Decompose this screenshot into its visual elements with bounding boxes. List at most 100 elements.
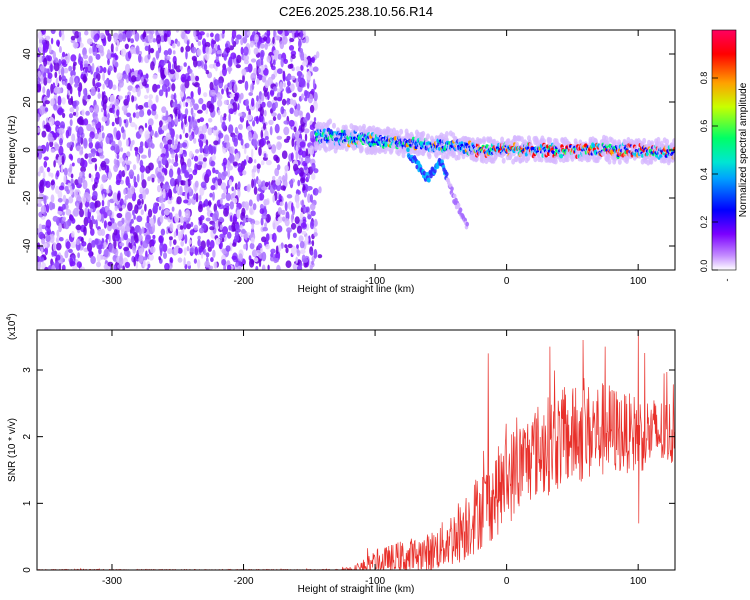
spectrogram-noise-mark: [197, 235, 201, 240]
spectrogram-noise-mark: [138, 254, 144, 264]
spectrogram-noise-mark: [309, 265, 313, 270]
spectrogram-noise-mark: [37, 171, 41, 177]
spectrogram-noise-mark: [286, 194, 293, 199]
spectrogram-x-label: Height of straight line (km): [298, 284, 415, 295]
spectrogram-noise-mark: [193, 30, 197, 38]
spectrogram-noise-mark: [47, 72, 53, 79]
spectrogram-noise-mark: [106, 188, 110, 194]
spectrogram-noise-mark: [221, 237, 225, 243]
spectrogram-noise-mark: [75, 238, 81, 246]
spectrogram-noise-mark: [300, 51, 305, 61]
spectrogram-noise-mark: [263, 199, 270, 206]
spectrogram-noise-mark: [132, 30, 136, 36]
spectrogram-noise-mark: [253, 138, 258, 149]
spectrogram-noise-mark: [103, 264, 110, 270]
spectrogram-noise-mark: [83, 118, 89, 126]
spectrogram-noise-mark: [118, 116, 122, 127]
spectrogram-noise-mark: [303, 206, 307, 214]
spectrogram-noise-mark: [304, 133, 308, 142]
spectrogram-noise-mark: [197, 239, 201, 247]
spectrogram-noise-mark: [250, 72, 257, 82]
spectrogram-noise-mark: [90, 174, 94, 183]
spectrogram-noise-mark: [110, 53, 116, 58]
spectrogram-noise-mark: [194, 180, 199, 188]
spectrogram-trace-mark: [519, 136, 524, 143]
spectrogram-noise-mark: [102, 72, 105, 82]
spectrogram-noise-mark: [54, 120, 61, 127]
spectrogram-noise-mark: [66, 142, 72, 149]
spectrogram-noise-mark: [112, 108, 115, 114]
spectrogram-noise-mark: [273, 30, 276, 39]
spectrogram-noise-mark: [307, 214, 312, 220]
spectrogram-noise-mark: [251, 222, 255, 230]
spectrogram-noise-mark: [312, 78, 316, 88]
spectrogram-noise-mark: [288, 45, 295, 51]
spectrogram-noise-mark: [89, 107, 94, 113]
spectrogram-noise-mark: [101, 199, 105, 207]
spectrogram-noise-mark: [209, 192, 213, 198]
spectrogram-noise-mark: [167, 48, 172, 56]
spectrogram-y-label: Frequency (Hz): [7, 116, 18, 185]
spectrogram-noise-mark: [103, 109, 107, 119]
spectrogram-noise-mark: [304, 91, 310, 99]
spectrogram-noise-mark: [274, 123, 280, 134]
spectrogram-noise-mark: [92, 77, 96, 87]
spectrogram-noise-mark: [272, 219, 278, 230]
spectrogram-noise-mark: [45, 180, 51, 188]
spectrogram-noise-mark: [111, 247, 115, 254]
spectrogram-noise-mark: [199, 215, 205, 221]
spectrogram-noise-mark: [243, 54, 250, 62]
spectrogram-noise-mark: [229, 201, 234, 210]
snr-y-multiplier: (x104): [6, 313, 18, 340]
spectrogram-noise-mark: [237, 181, 241, 190]
spectrogram-noise-mark: [180, 179, 184, 186]
spectrogram-noise-mark: [62, 194, 67, 203]
spectrogram-noise-mark: [43, 212, 47, 217]
spectrogram-noise-mark: [122, 265, 125, 270]
spectrogram-noise-mark: [46, 124, 50, 131]
spectrogram-noise-mark: [54, 143, 60, 151]
spectrogram-noise-mark: [249, 40, 254, 48]
spectrogram-noise-mark: [91, 157, 97, 163]
spectrogram-noise-mark: [56, 229, 60, 238]
spectrogram-noise-mark: [130, 218, 134, 224]
spectrogram-noise-mark: [134, 124, 138, 130]
spectrogram-noise-mark: [171, 206, 175, 212]
spectrogram-noise-mark: [311, 240, 315, 247]
spectrogram-noise-mark: [210, 257, 214, 263]
spectrogram-noise-mark: [174, 246, 179, 255]
spectrogram-noise-mark: [122, 131, 126, 140]
spectrogram-noise-mark: [101, 174, 107, 183]
spectrogram-noise-mark: [42, 171, 46, 179]
spectrogram-noise-mark: [82, 54, 88, 60]
spectrogram-noise-mark: [259, 208, 265, 215]
spectrogram-noise-mark: [191, 46, 197, 54]
spectrogram-noise-mark: [129, 143, 133, 152]
spectrogram-noise-mark: [96, 212, 102, 222]
spectrogram-noise-mark: [232, 161, 238, 167]
spectrogram-y-tick-label: 40: [22, 48, 33, 60]
spectrogram-noise-mark: [147, 148, 152, 159]
spectrogram-noise-mark: [113, 229, 118, 236]
spectrogram-noise-mark: [226, 142, 231, 150]
spectrogram-noise-mark: [291, 138, 295, 148]
spectrogram-noise-mark: [263, 109, 267, 117]
spectrogram-noise-mark: [182, 100, 186, 108]
spectrogram-noise-mark: [41, 30, 46, 35]
spectrogram-trace-mark: [388, 128, 393, 135]
spectrogram-noise-mark: [265, 160, 272, 166]
spectrogram-trace-mark: [362, 123, 366, 130]
spectrogram-noise-mark: [179, 215, 184, 224]
spectrogram-noise-mark: [302, 258, 308, 263]
spectrogram-noise-mark: [259, 106, 264, 117]
spectrogram-noise-mark: [111, 222, 118, 230]
spectrogram-noise-mark: [50, 172, 54, 178]
spectrogram-noise-mark: [98, 166, 102, 172]
spectrogram-noise-mark: [210, 89, 216, 97]
spectrogram-noise-mark: [53, 160, 56, 168]
spectrogram-noise-mark: [101, 125, 104, 132]
spectrogram-noise-mark: [175, 153, 178, 164]
spectrogram-noise-mark: [40, 205, 47, 215]
spectrogram-noise-mark: [251, 84, 255, 90]
